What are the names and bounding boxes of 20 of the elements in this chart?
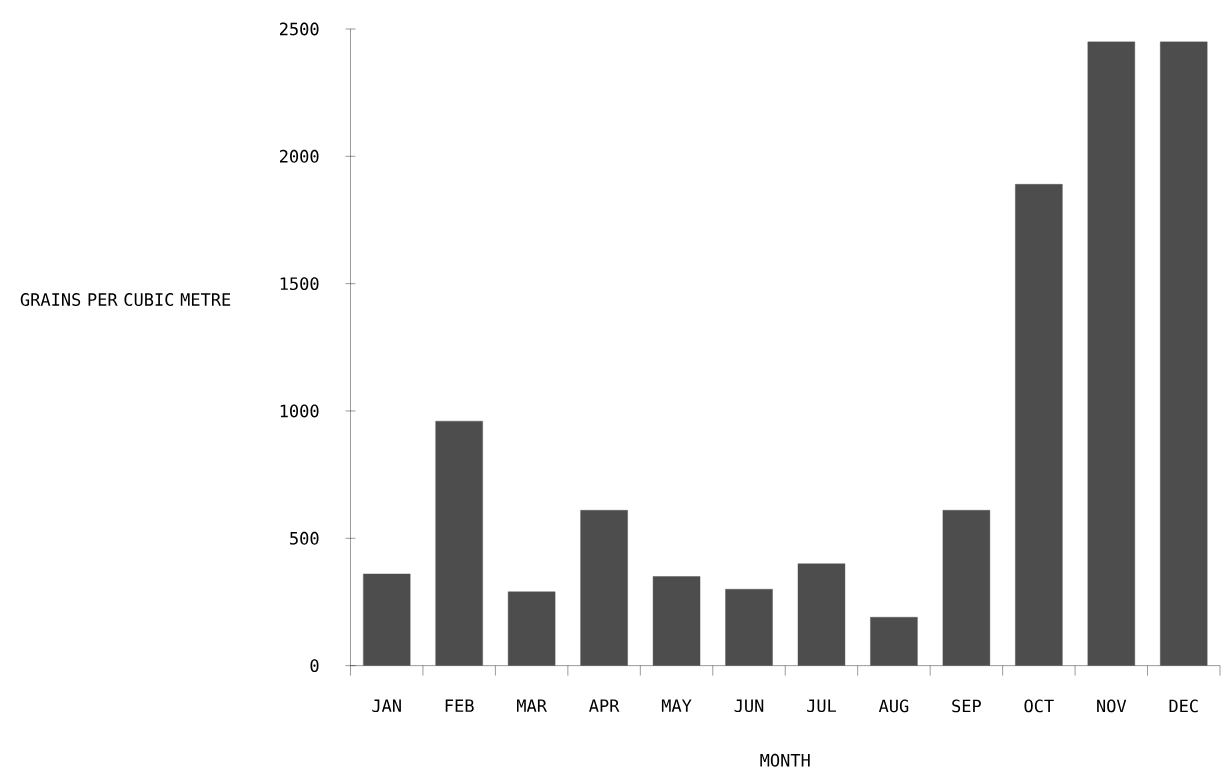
x-tick-label: JAN [372,699,401,713]
x-tick-label: JUN [734,699,764,713]
y-tick-label: 2000 [279,150,319,163]
x-axis-title: MONTH [760,754,810,767]
x-tick-label: AUG [878,699,909,713]
y-tick-label: 500 [290,532,319,545]
y-axis-title: GRAINS PER CUBIC METRE [20,293,231,307]
x-tick-label: APR [589,699,620,713]
y-tick-label: 2500 [279,22,319,36]
x-tick-label: MAR [517,699,547,713]
x-tick-label: OCT [1024,699,1054,713]
x-tick-label: FEB [445,699,474,713]
x-tick-label: DEC [1169,699,1198,713]
x-tick-label: JUL [807,699,837,713]
x-tick-label: SEP [952,699,981,713]
y-tick-label: 1500 [280,277,319,291]
y-tick-label: 0 [310,659,319,673]
x-tick-label: NOV [1097,699,1127,713]
y-tick-label: 1000 [280,404,319,418]
x-tick-label: MAY [661,699,692,713]
